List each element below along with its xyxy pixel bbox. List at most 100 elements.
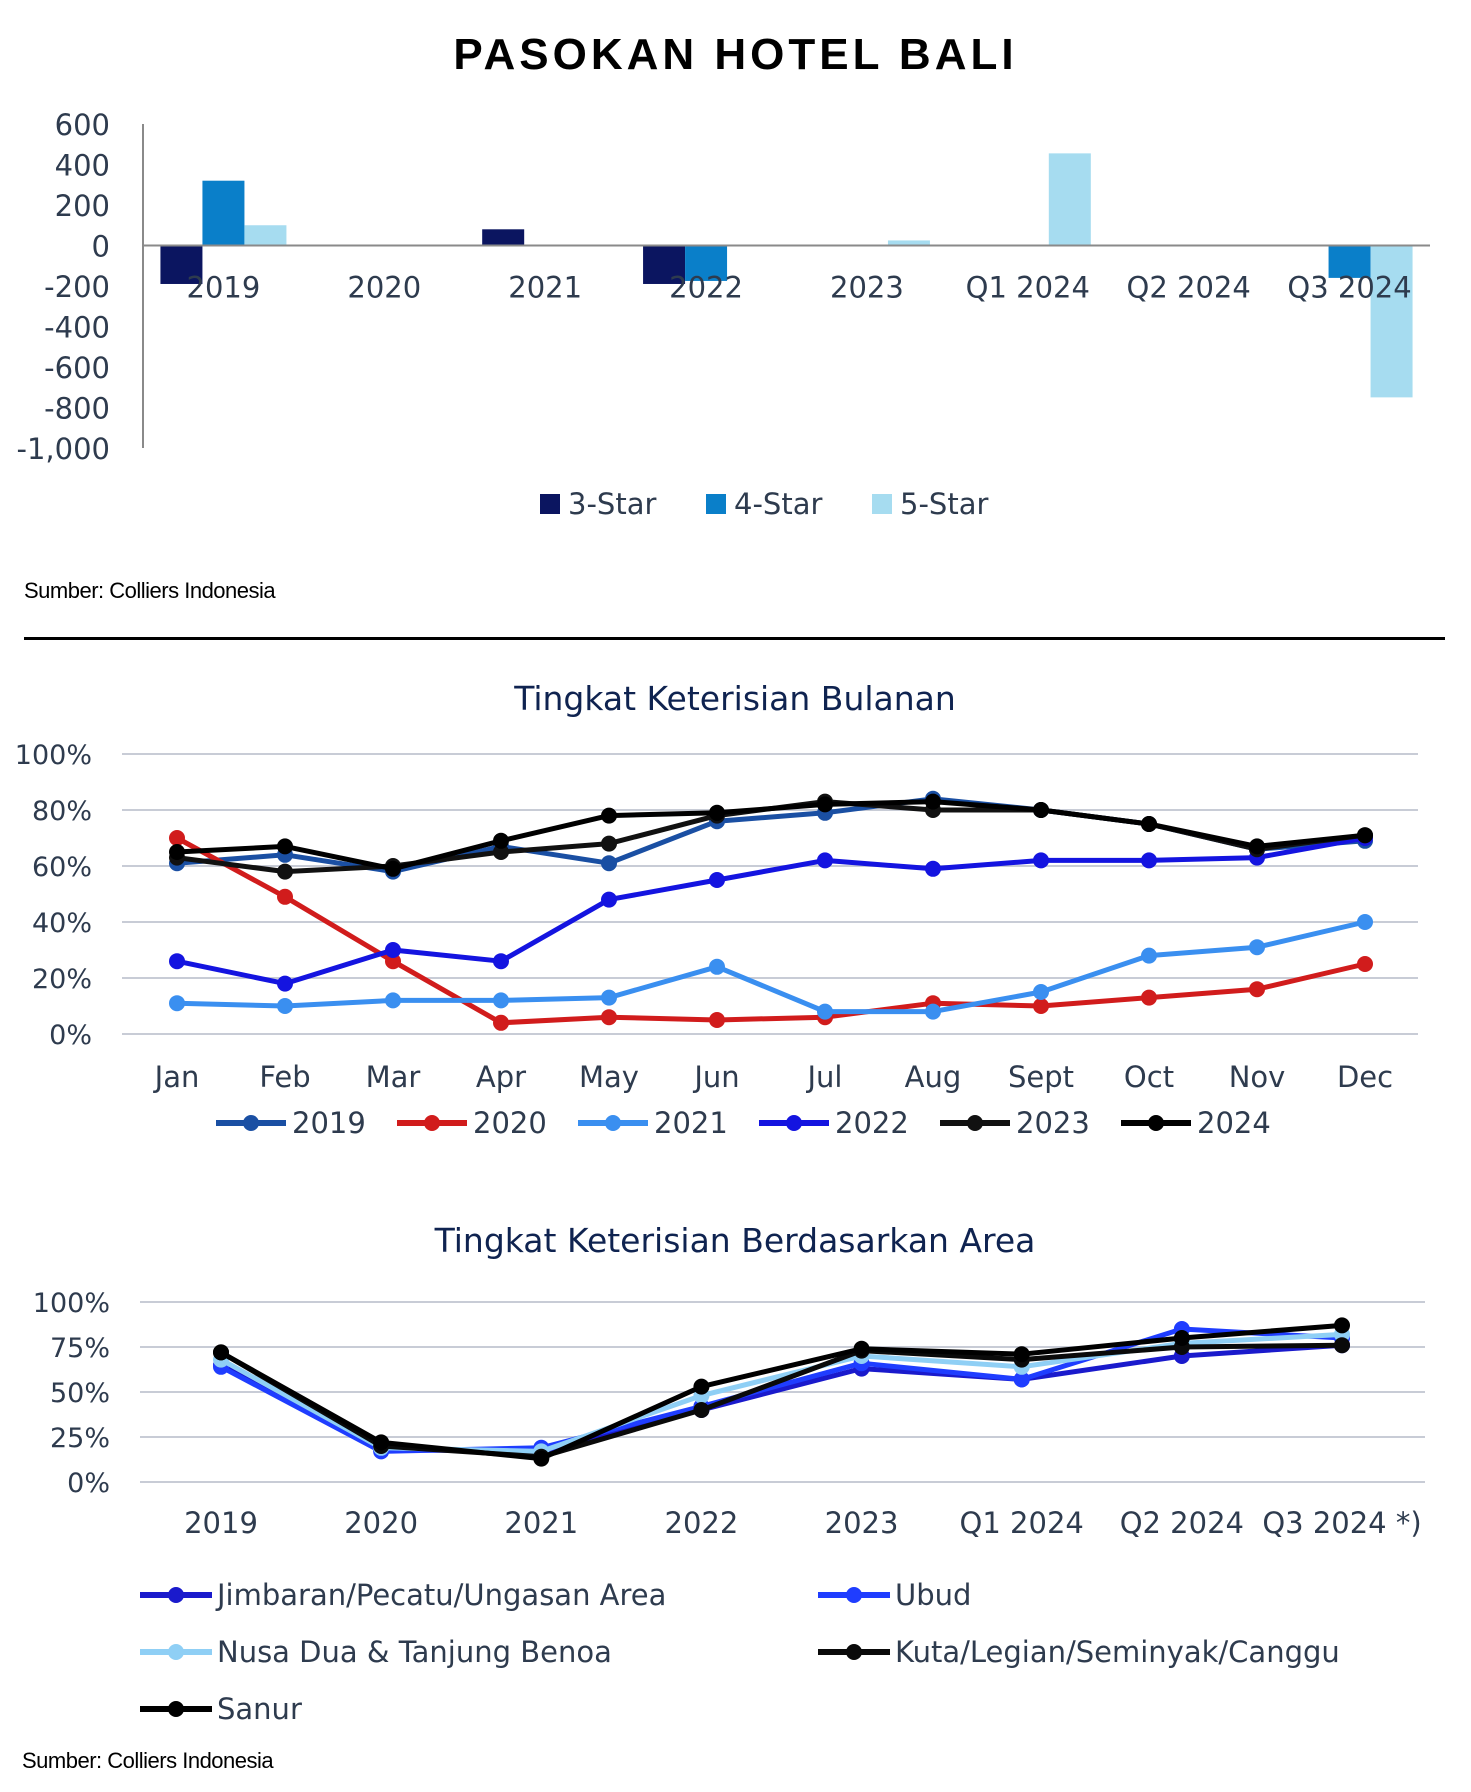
point-2020-mar	[385, 953, 401, 970]
x-tick-label: May	[579, 1060, 639, 1094]
point-2021-nov	[1249, 939, 1265, 956]
point-2021-jul	[817, 1003, 833, 1020]
x-tick-label: 2020	[344, 1506, 418, 1540]
point-2022-feb	[277, 975, 293, 992]
source-note-bottom: Sumber: Colliers Indonesia	[22, 1748, 274, 1773]
bar-4-star-2022	[685, 245, 728, 281]
legend-marker-nusa-dua-tanjung-benoa	[168, 1644, 184, 1660]
x-tick-label: Q3 2024	[1287, 271, 1411, 305]
point-2022-jun	[709, 872, 725, 888]
point-2021-apr	[493, 992, 509, 1009]
chart-title: Tingkat Keterisian Bulanan	[513, 679, 956, 718]
point-2020-oct	[1141, 989, 1157, 1006]
legend-marker-2024	[1148, 1115, 1164, 1131]
point-sanur-2021	[533, 1450, 550, 1467]
x-tick-label: Dec	[1337, 1060, 1393, 1094]
point-2024-dec	[1357, 827, 1373, 844]
series-line-2021	[176, 919, 1366, 1015]
y-tick-label: 60%	[32, 852, 92, 883]
legend-marker-jimbaran-pecatu-ungasan-area	[168, 1587, 184, 1603]
legend-label-kuta-legian-seminyak-canggu: Kuta/Legian/Seminyak/Canggu	[895, 1635, 1340, 1669]
x-tick-label: Q2 2024	[1120, 1506, 1244, 1540]
point-2024-aug	[925, 793, 941, 810]
x-tick-label: Q2 2024	[1127, 271, 1251, 305]
point-2023-apr	[493, 844, 509, 860]
point-2021-may	[601, 989, 617, 1006]
point-2022-apr	[493, 953, 509, 970]
point-2023-may	[601, 835, 617, 852]
series-line-kuta-legian-seminyak-canggu	[219, 1342, 1343, 1460]
bar-5-star-2019	[244, 225, 287, 246]
legend-marker-sanur	[168, 1701, 184, 1717]
y-tick-label: -400	[44, 311, 110, 345]
point-kuta-legian-seminyak-canggu-2022	[693, 1402, 710, 1418]
x-tick-label: Q3 2024 *)	[1262, 1506, 1421, 1540]
point-2024-sept	[1033, 802, 1049, 818]
y-tick-label: 80%	[32, 796, 92, 827]
point-sanur-2019	[213, 1344, 229, 1361]
x-tick-label: Sept	[1008, 1060, 1074, 1094]
legend-label-5-star: 5-Star	[900, 487, 988, 521]
point-2021-dec	[1357, 914, 1373, 930]
y-tick-label: 100%	[15, 740, 92, 771]
y-tick-label: -600	[44, 351, 110, 385]
bar-5-star-2023	[887, 240, 930, 246]
y-tick-label: 600	[55, 108, 110, 142]
legend-marker-kuta-legian-seminyak-canggu	[846, 1644, 862, 1660]
legend-label-2023: 2023	[1016, 1106, 1090, 1140]
legend-label-jimbaran-pecatu-ungasan-area: Jimbaran/Pecatu/Ungasan Area	[215, 1578, 666, 1612]
legend-label-nusa-dua-tanjung-benoa: Nusa Dua & Tanjung Benoa	[217, 1635, 612, 1669]
series-line-2022	[176, 835, 1366, 987]
point-sanur-q1-2024	[1013, 1346, 1030, 1363]
supply-bar-chart: 600 400 200 0 -200 -400 -600 -800 -1,000 2019 2020…	[17, 108, 1430, 521]
y-tick-label: 100%	[33, 1288, 110, 1319]
point-2021-aug	[925, 1003, 941, 1020]
point-2023-feb	[277, 863, 293, 880]
point-2020-sept	[1033, 998, 1049, 1014]
point-ubud-q1-2024	[1013, 1371, 1030, 1388]
bar-3-star-2021	[482, 229, 525, 246]
point-2022-oct	[1141, 852, 1157, 869]
series-line-2020	[175, 835, 1366, 1026]
y-tick-label: -200	[44, 270, 110, 304]
x-tick-label: Oct	[1124, 1060, 1174, 1094]
point-2020-may	[601, 1009, 617, 1026]
point-2024-jan	[169, 844, 185, 860]
point-sanur-2020	[373, 1434, 390, 1451]
point-2020-apr	[493, 1014, 509, 1031]
legend-label-2021: 2021	[654, 1106, 728, 1140]
x-tick-label: 2022	[665, 1506, 739, 1540]
y-tick-label: 50%	[50, 1378, 110, 1409]
point-2024-oct	[1141, 816, 1157, 832]
legend-label-2022: 2022	[835, 1106, 909, 1140]
y-tick-label: 400	[55, 149, 110, 183]
series-line-sanur	[219, 1322, 1343, 1462]
x-tick-label: Nov	[1229, 1060, 1286, 1094]
point-2024-nov	[1249, 838, 1265, 855]
x-tick-label: 2020	[347, 271, 421, 305]
legend-swatch-3-star	[540, 494, 560, 514]
y-tick-label: 20%	[32, 964, 92, 995]
monthly-occupancy-chart: Tingkat Keterisian Bulanan 100% 80% 60% 40% 2…	[15, 679, 1418, 1140]
point-sanur-2022	[693, 1378, 710, 1395]
y-tick-label: 0	[92, 230, 110, 264]
x-tick-label: Aug	[905, 1060, 962, 1094]
legend-label-3-star: 3-Star	[568, 487, 656, 521]
point-sanur-q2-2024	[1173, 1330, 1190, 1346]
y-tick-label: 0%	[49, 1020, 92, 1051]
point-2024-mar	[385, 860, 401, 877]
point-2020-feb	[277, 888, 293, 905]
point-2022-mar	[385, 942, 401, 958]
point-2020-dec	[1357, 956, 1373, 972]
point-2021-mar	[385, 992, 401, 1009]
point-2022-jul	[817, 852, 833, 869]
legend-label-2024: 2024	[1197, 1106, 1271, 1140]
x-tick-label: 2021	[504, 1506, 578, 1540]
legend-marker-2022	[786, 1115, 802, 1131]
x-tick-label: 2019	[187, 271, 261, 305]
y-tick-label: 40%	[32, 908, 92, 939]
y-tick-label: 0%	[67, 1468, 110, 1499]
legend-marker-ubud	[846, 1587, 862, 1603]
series-line-jimbaran-pecatu-ungasan-area	[219, 1342, 1343, 1454]
x-tick-label: 2021	[508, 271, 582, 305]
